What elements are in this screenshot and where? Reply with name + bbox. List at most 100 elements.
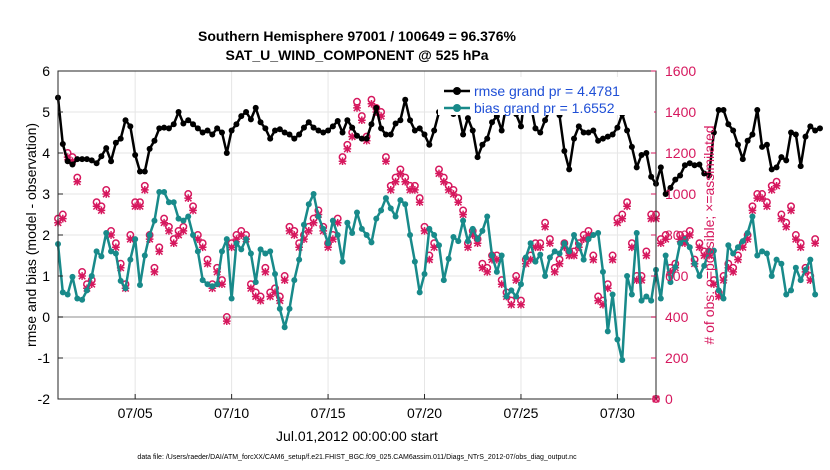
bias-point (339, 258, 346, 265)
bias-point (556, 250, 563, 257)
obs-assimilated-marker (203, 259, 212, 268)
rmse-point (272, 127, 279, 134)
bias-point (662, 252, 669, 259)
obs-assimilated-marker (97, 206, 106, 215)
rmse-point (744, 137, 751, 144)
bias-point (354, 209, 360, 216)
bias-point (599, 268, 606, 275)
rmse-point (638, 152, 645, 159)
obs-assimilated-marker (343, 145, 352, 153)
bias-point (546, 254, 553, 261)
bias-point (69, 273, 76, 280)
obs-assimilated-marker (169, 239, 178, 248)
rmse-point (754, 106, 761, 113)
obs-assimilated-marker (719, 276, 728, 284)
obs-assimilated-marker (661, 235, 670, 243)
rmse-point (489, 119, 496, 126)
bias-point (464, 238, 471, 245)
rmse-point (161, 124, 168, 131)
rmse-point (696, 161, 703, 168)
bias-point (440, 277, 447, 284)
bias-point (252, 279, 259, 286)
bias-point (566, 248, 573, 255)
rmse-point (320, 129, 327, 136)
bias-point (585, 236, 592, 243)
obs-assimilated-marker (256, 296, 265, 305)
obs-assimilated-marker (685, 231, 694, 239)
bias-point (667, 279, 674, 286)
obs-assimilated-marker (247, 284, 255, 293)
bias-point (513, 293, 520, 300)
bias-point (59, 289, 66, 296)
obs-assimilated-marker (333, 218, 342, 227)
obs-assimilated-marker (459, 210, 467, 219)
obs-assimilated-marker (131, 202, 140, 211)
legend: rmse grand pr = 4.4781 bias grand pr = 1… (438, 77, 654, 116)
rmse-point (209, 131, 216, 138)
legend-rmse-label: rmse grand pr = 4.4781 (474, 83, 620, 99)
obs-assimilated-marker (777, 214, 786, 223)
y-left-tick-label: 2 (42, 227, 50, 243)
rmse-point (373, 104, 380, 111)
bias-point (522, 254, 529, 261)
bias-point (469, 225, 476, 232)
obs-assimilated-marker (179, 227, 188, 235)
bias-point (93, 248, 100, 255)
bias-point (710, 247, 717, 254)
obs-assimilated-marker (126, 235, 135, 243)
bias-point (373, 215, 380, 222)
bias-point (421, 270, 428, 277)
y-left-tick-label: 0 (42, 309, 50, 325)
rmse-point (416, 125, 423, 132)
rmse-point (257, 119, 264, 126)
rmse-point (517, 123, 524, 130)
obs-assimilated-marker (666, 268, 675, 276)
obs-assimilated-marker (676, 235, 684, 243)
rmse-point (681, 162, 688, 169)
rmse-point (411, 127, 418, 134)
bias-point (604, 328, 611, 335)
obs-assimilated-marker (382, 157, 390, 166)
bias-point (132, 236, 139, 243)
bias-point (170, 199, 177, 206)
obs-assimilated-marker (541, 222, 549, 231)
bias-point (64, 291, 71, 298)
bias-point (489, 252, 496, 259)
bias-point (783, 291, 790, 298)
bias-point (537, 251, 544, 258)
obs-assimilated-marker (734, 255, 742, 264)
bias-point (243, 236, 250, 243)
bias-point (551, 248, 558, 255)
rmse-point (286, 131, 293, 138)
rmse-point (802, 133, 809, 140)
bias-point (83, 287, 90, 294)
obs-assimilated-marker (261, 268, 270, 276)
bias-point (759, 248, 766, 255)
bias-point (296, 256, 303, 263)
rmse-point (117, 135, 124, 142)
rmse-point (88, 157, 95, 164)
rmse-point (749, 131, 756, 138)
obs-assimilated-marker (546, 239, 554, 248)
obs-assimilated-marker (599, 300, 607, 309)
rmse-point (214, 125, 221, 132)
bias-point (281, 324, 288, 331)
rmse-point (141, 168, 148, 175)
rmse-point (180, 120, 187, 127)
rmse-point (358, 135, 365, 142)
bias-point (127, 256, 134, 263)
obs-assimilated-marker (517, 300, 525, 309)
obs-assimilated-marker (227, 243, 236, 252)
rmse-point (122, 117, 129, 124)
obs-assimilated-marker (758, 194, 766, 202)
bias-point (595, 229, 602, 236)
x-tick-label: 07/25 (503, 405, 538, 421)
obs-assimilated-marker (338, 157, 347, 166)
y-left-tick-label: 5 (42, 104, 50, 120)
obs-assimilated-marker (613, 218, 622, 227)
bias-point (397, 197, 404, 204)
rmse-point (276, 126, 283, 133)
bias-point (474, 236, 481, 243)
obs-assimilated-marker (218, 280, 226, 289)
y-right-tick-label: 1200 (665, 145, 696, 161)
